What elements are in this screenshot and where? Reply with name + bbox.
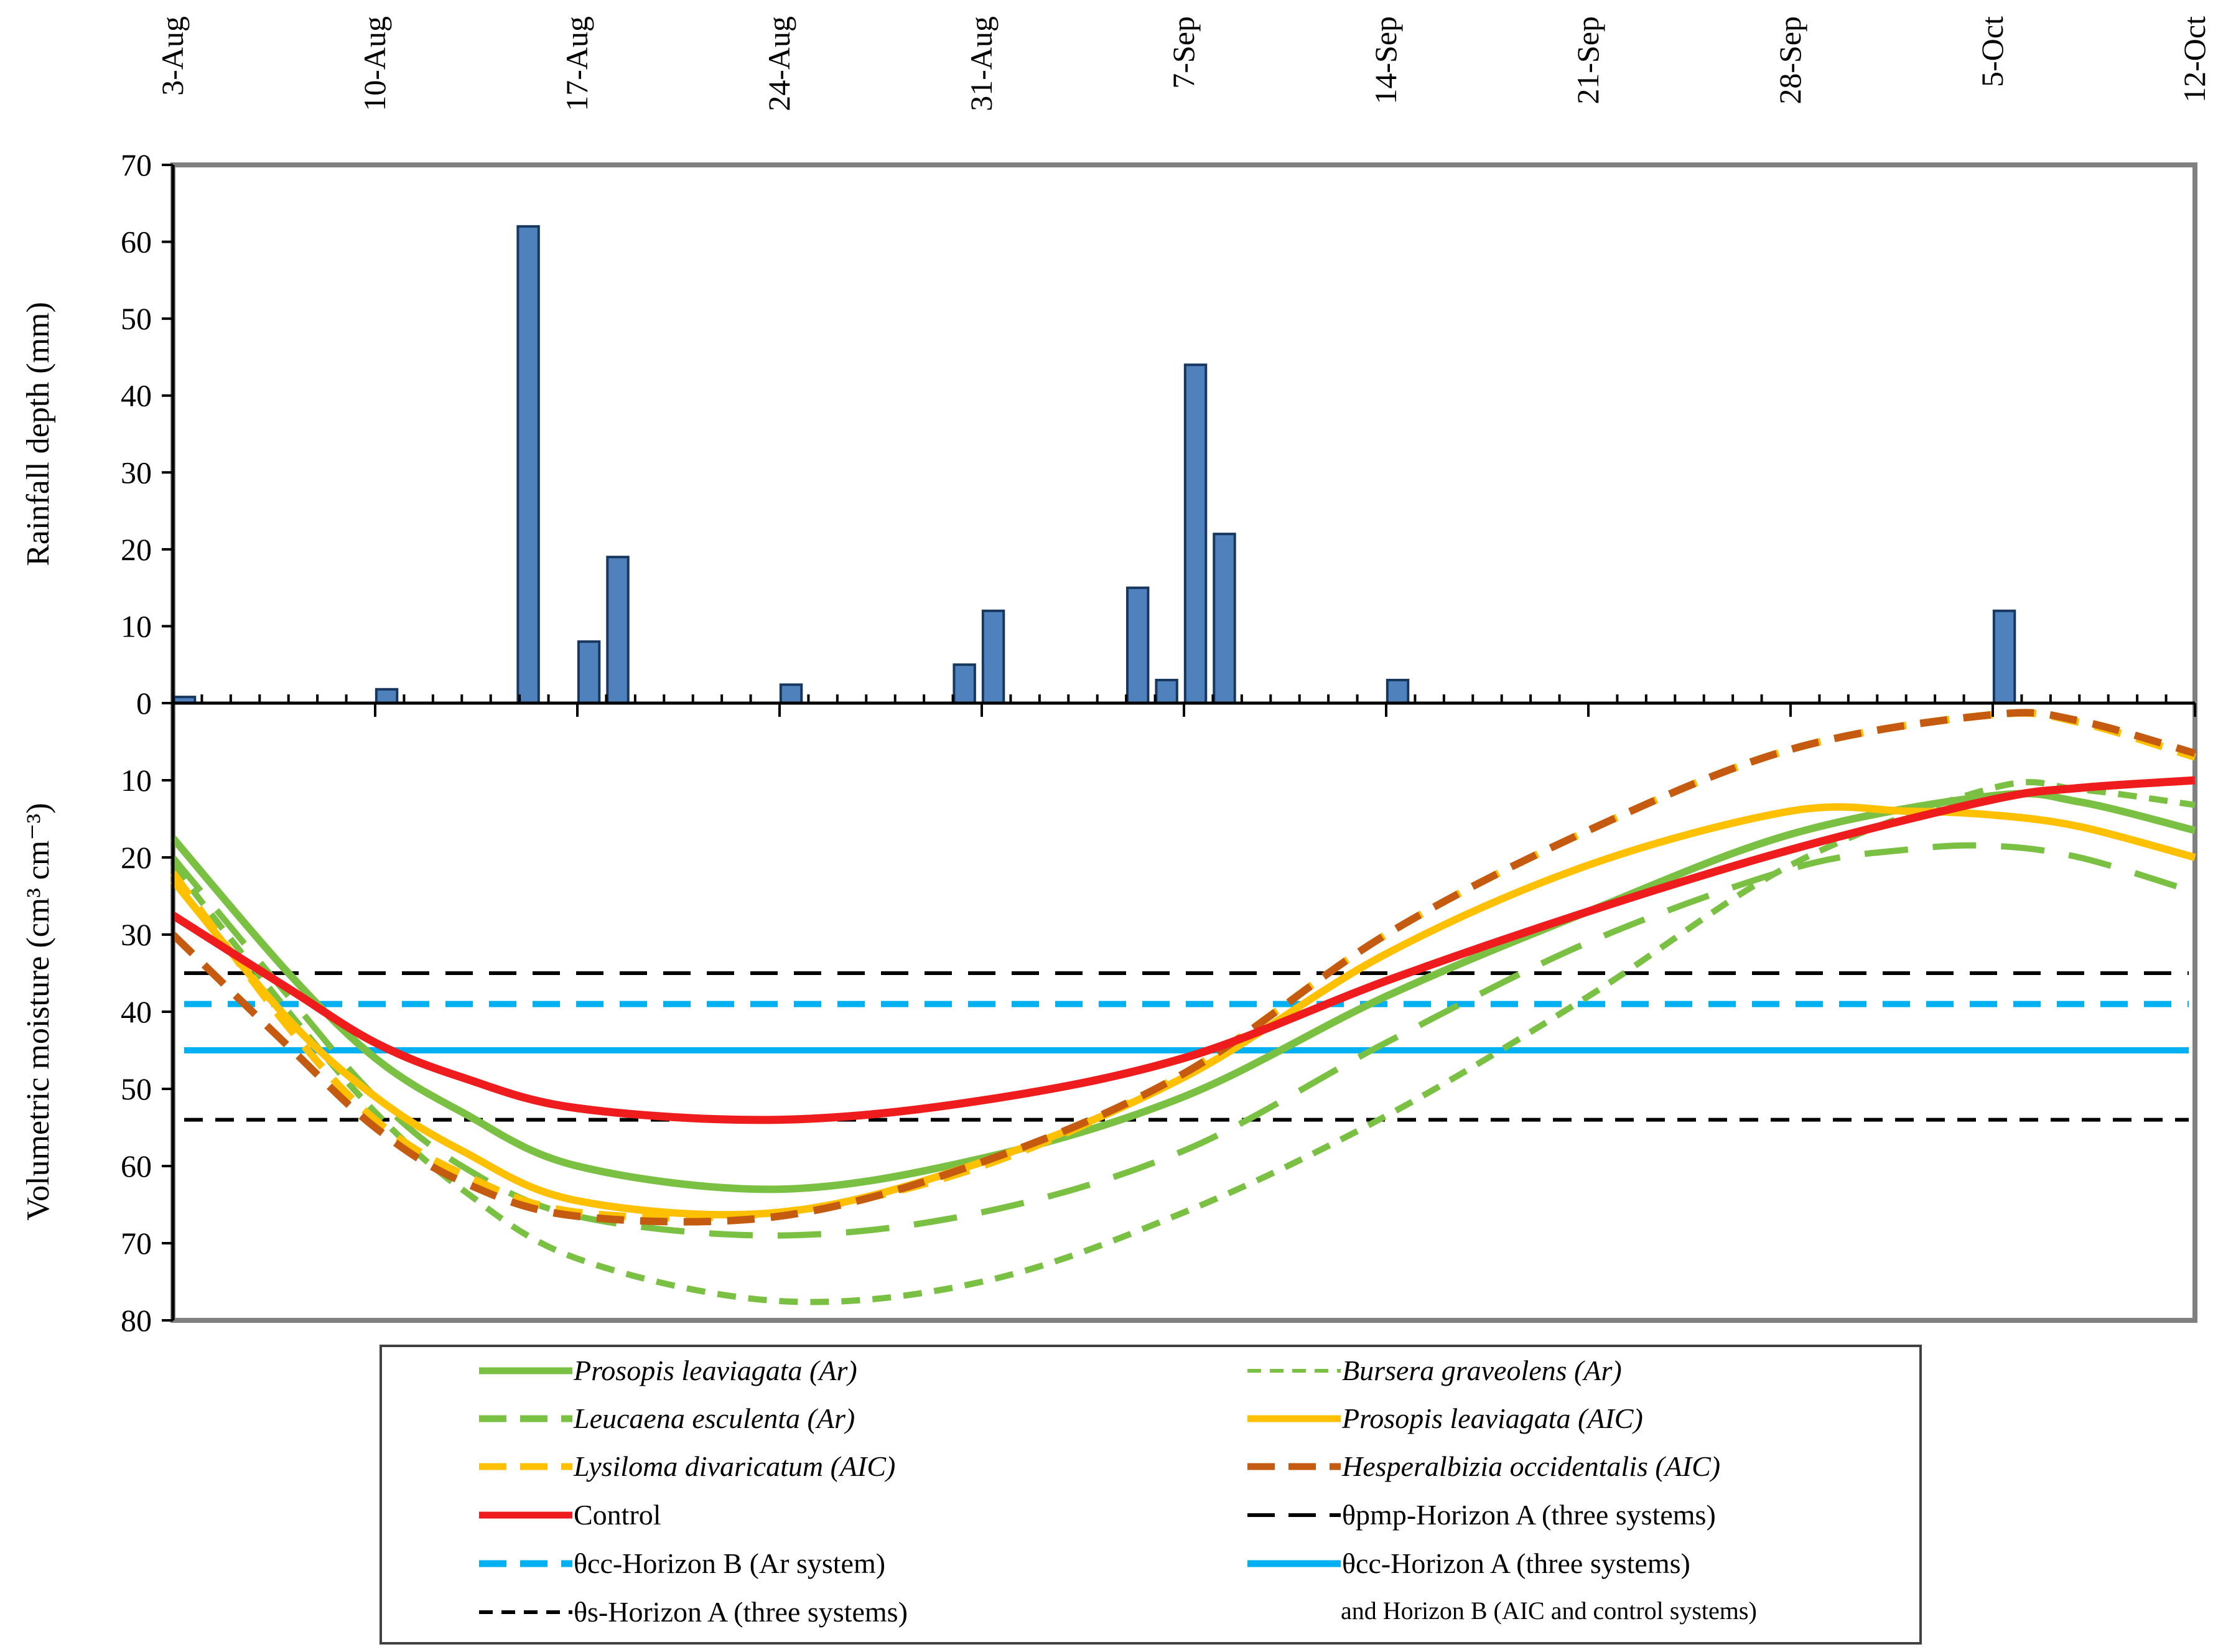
x-tick-label-5: 7-Sep: [1166, 16, 1201, 89]
rain-y-tick-label-4: 30: [121, 455, 152, 490]
x-tick-label-7: 21-Sep: [1570, 16, 1605, 105]
x-tick-label-4: 31-Aug: [964, 16, 999, 111]
rain-bar-9: [1155, 678, 1178, 705]
legend-label-2: Leucaena esculenta (Ar): [573, 1402, 855, 1434]
legend-box: [380, 1345, 1922, 1645]
legend-label-0: Prosopis leaviagata (Ar): [573, 1355, 857, 1386]
moisture-y-tick-label-1: 20: [121, 840, 152, 875]
moisture-y-tick-label-2: 30: [121, 917, 152, 952]
legend-label-10: θs-Horizon A (three systems): [574, 1596, 908, 1628]
moisture-y-tick-label-6: 70: [121, 1226, 152, 1261]
rain-bar-12: [1386, 678, 1410, 705]
rain-bar-8: [1126, 586, 1150, 705]
rain-bar-10: [1183, 363, 1208, 704]
rain-y-tick-label-6: 10: [121, 609, 152, 643]
moisture-y-tick-label-5: 60: [121, 1149, 152, 1183]
rain-y-tick-label-1: 60: [121, 225, 152, 259]
rain-y-tick-label-2: 50: [121, 301, 152, 336]
moisture-y-tick-label-0: 10: [121, 763, 152, 798]
rain-bar-13: [1992, 609, 2016, 705]
legend-label-8: θcc-Horizon B (Ar system): [574, 1547, 885, 1579]
moisture-y-tick-label-4: 50: [121, 1071, 152, 1106]
legend-label-6: Control: [574, 1499, 661, 1531]
moisture-series-2: [170, 842, 2196, 1239]
rain-bar-1: [375, 688, 399, 705]
legend-label-3: Prosopis leaviagata (AIC): [1341, 1402, 1643, 1434]
legend-label-continuation: and Horizon B (AIC and control systems): [1341, 1597, 1757, 1625]
legend-label-7: θpmp-Horizon A (three systems): [1342, 1499, 1716, 1531]
rain-bar-6: [953, 663, 976, 704]
rain-bar-11: [1213, 533, 1236, 705]
moisture-series-6: [170, 776, 2196, 1124]
x-tick-label-9: 5-Oct: [1975, 16, 2010, 87]
rain-bar-5: [779, 683, 803, 705]
legend-label-5: Hesperalbizia occidentalis (AIC): [1341, 1450, 1720, 1482]
x-tick-label-0: 3-Aug: [155, 16, 190, 96]
moisture-y-tick-label-7: 80: [121, 1303, 152, 1338]
rain-y-tick-label-7: 0: [136, 686, 152, 721]
rain-bar-4: [606, 556, 630, 705]
rain-y-tick-label-3: 40: [121, 378, 152, 413]
x-tick-label-2: 17-Aug: [559, 16, 594, 111]
x-tick-label-6: 14-Sep: [1368, 16, 1403, 105]
x-tick-label-1: 10-Aug: [357, 16, 392, 111]
rain-y-tick-label-0: 70: [121, 147, 152, 182]
plot-frame: [170, 162, 2197, 1323]
legend-label-4: Lysiloma divaricatum (AIC): [573, 1450, 895, 1482]
moisture-y-tick-label-3: 40: [121, 994, 152, 1029]
moisture-series-4: [170, 709, 2196, 1221]
x-tick-label-8: 28-Sep: [1773, 16, 1807, 105]
legend-label-9: θcc-Horizon A (three systems): [1342, 1547, 1690, 1579]
x-tick-label-10: 12-Oct: [2177, 16, 2212, 103]
moisture-axis-title: Volumetric moisture (cm³ cm⁻³): [21, 803, 56, 1220]
moisture-series-1: [170, 779, 2196, 1305]
legend-label-1: Bursera graveolens (Ar): [1342, 1355, 1622, 1386]
moisture-series-5: [170, 709, 2196, 1226]
rain-bar-2: [516, 225, 540, 705]
rain-bar-3: [577, 640, 601, 704]
x-tick-label-3: 24-Aug: [762, 16, 796, 111]
rain-axis-title: Rainfall depth (mm): [21, 302, 56, 566]
rain-y-tick-label-5: 20: [121, 532, 152, 567]
rain-bar-7: [981, 609, 1005, 705]
